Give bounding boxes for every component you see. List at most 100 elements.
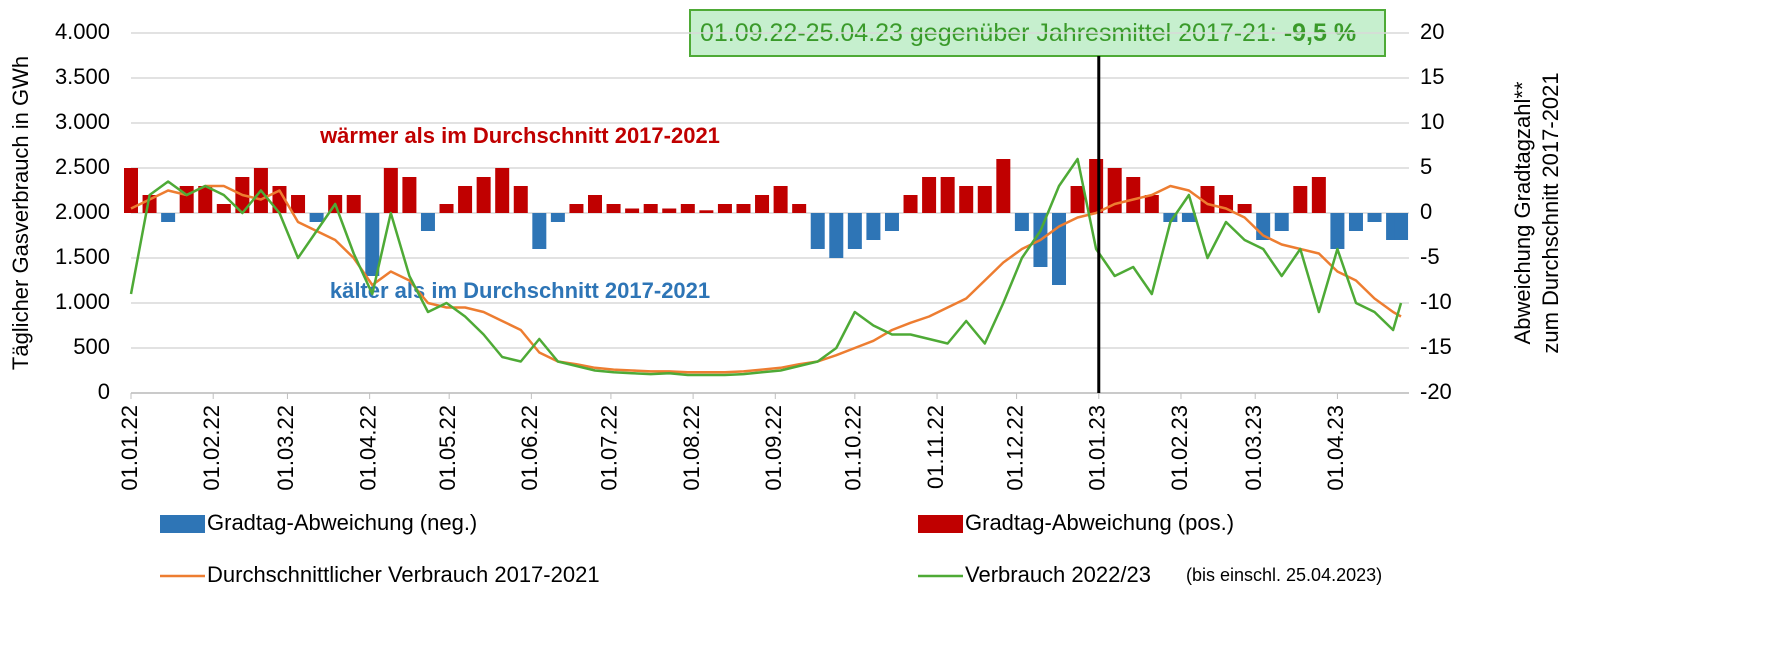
bar <box>1181 213 1196 222</box>
bar <box>476 177 491 213</box>
y2-axis-label: zum Durchschnitt 2017-2021 <box>1538 72 1563 353</box>
bar <box>959 186 974 213</box>
y2-tick-label: 10 <box>1420 109 1444 134</box>
bar <box>1293 186 1308 213</box>
bar <box>1200 186 1215 213</box>
x-tick-label: 01.01.23 <box>1085 405 1110 491</box>
bar <box>903 195 918 213</box>
bar <box>420 213 435 231</box>
legend-label: Gradtag-Abweichung (neg.) <box>207 510 477 535</box>
y2-tick-label: 15 <box>1420 64 1444 89</box>
bar <box>291 195 306 213</box>
bar <box>699 210 714 213</box>
line <box>129 157 1403 377</box>
bar <box>662 208 677 213</box>
bar <box>755 195 770 213</box>
x-tick-label: 01.04.22 <box>355 405 380 491</box>
bar <box>1394 213 1409 240</box>
y-tick-label: 2.500 <box>55 154 110 179</box>
x-tick-label: 01.04.23 <box>1323 405 1348 491</box>
bar <box>606 204 621 213</box>
x-tick-label: 01.03.23 <box>1241 405 1266 491</box>
bar <box>1274 213 1289 231</box>
y2-tick-label: -15 <box>1420 334 1452 359</box>
bar <box>402 177 417 213</box>
bar <box>588 195 603 213</box>
y-tick-label: 2.000 <box>55 199 110 224</box>
bar <box>161 213 176 222</box>
bar <box>847 213 862 249</box>
bar <box>569 204 584 213</box>
legend-swatch <box>160 515 205 533</box>
bar <box>996 159 1011 213</box>
bar <box>495 168 510 213</box>
legend-label: Durchschnittlicher Verbrauch 2017-2021 <box>207 562 600 587</box>
y2-tick-label: -10 <box>1420 289 1452 314</box>
bar <box>124 168 138 213</box>
bar <box>1089 159 1104 213</box>
bar <box>198 186 213 213</box>
bar <box>1163 213 1178 222</box>
x-tick-label: 01.03.22 <box>273 405 298 491</box>
y2-axis-label: Abweichung Gradtagzahl** <box>1510 81 1535 344</box>
bar <box>365 213 380 276</box>
x-tick-label: 01.10.22 <box>841 405 866 491</box>
x-tick-label: 01.12.22 <box>1002 405 1027 491</box>
x-tick-label: 01.05.22 <box>435 405 460 491</box>
bar <box>1144 195 1159 213</box>
bar <box>829 213 844 258</box>
legend-note: (bis einschl. 25.04.2023) <box>1186 565 1382 585</box>
y2-tick-label: 5 <box>1420 154 1432 179</box>
bar <box>513 186 528 213</box>
bar <box>309 213 324 222</box>
bar <box>940 177 955 213</box>
legend-swatch <box>918 515 963 533</box>
bar <box>625 208 640 213</box>
bar <box>866 213 881 240</box>
bar <box>1330 213 1345 249</box>
bar <box>1126 177 1141 213</box>
warm-label: wärmer als im Durchschnitt 2017-2021 <box>319 123 720 148</box>
bar <box>922 177 937 213</box>
y-tick-label: 1.500 <box>55 244 110 269</box>
bar <box>1237 204 1252 213</box>
y-tick-label: 0 <box>98 379 110 404</box>
bar <box>1070 186 1085 213</box>
y-tick-label: 4.000 <box>55 19 110 44</box>
plot <box>124 32 1409 399</box>
bar <box>439 204 454 213</box>
y-tick-label: 1.000 <box>55 289 110 314</box>
y-tick-label: 3.000 <box>55 109 110 134</box>
bar <box>1348 213 1363 231</box>
bar <box>792 204 807 213</box>
x-tick-label: 01.02.22 <box>199 405 224 491</box>
bar <box>550 213 565 222</box>
x-tick-label: 01.07.22 <box>597 405 622 491</box>
bar <box>1107 168 1122 213</box>
x-tick-label: 01.08.22 <box>679 405 704 491</box>
line <box>130 184 1402 374</box>
bar <box>532 213 547 249</box>
x-tick-label: 01.06.22 <box>517 405 542 491</box>
bar <box>383 168 398 213</box>
x-tick-label: 01.01.22 <box>117 405 142 491</box>
y2-tick-label: -5 <box>1420 244 1440 269</box>
bar <box>346 195 361 213</box>
x-tick-label: 01.09.22 <box>761 405 786 491</box>
legend-label: Verbrauch 2022/23 <box>965 562 1151 587</box>
legend-label: Gradtag-Abweichung (pos.) <box>965 510 1234 535</box>
y2-tick-label: 0 <box>1420 199 1432 224</box>
bar <box>884 213 899 231</box>
bar <box>717 204 732 213</box>
y2-tick-label: -20 <box>1420 379 1452 404</box>
x-tick-label: 01.11.22 <box>923 405 948 489</box>
y2-tick-label: 20 <box>1420 19 1444 44</box>
bar <box>643 204 658 213</box>
bar <box>977 186 992 213</box>
x-tick-label: 01.02.23 <box>1167 405 1192 491</box>
y-tick-label: 3.500 <box>55 64 110 89</box>
bar <box>1052 213 1067 285</box>
bar <box>1311 177 1326 213</box>
bar <box>1367 213 1382 222</box>
